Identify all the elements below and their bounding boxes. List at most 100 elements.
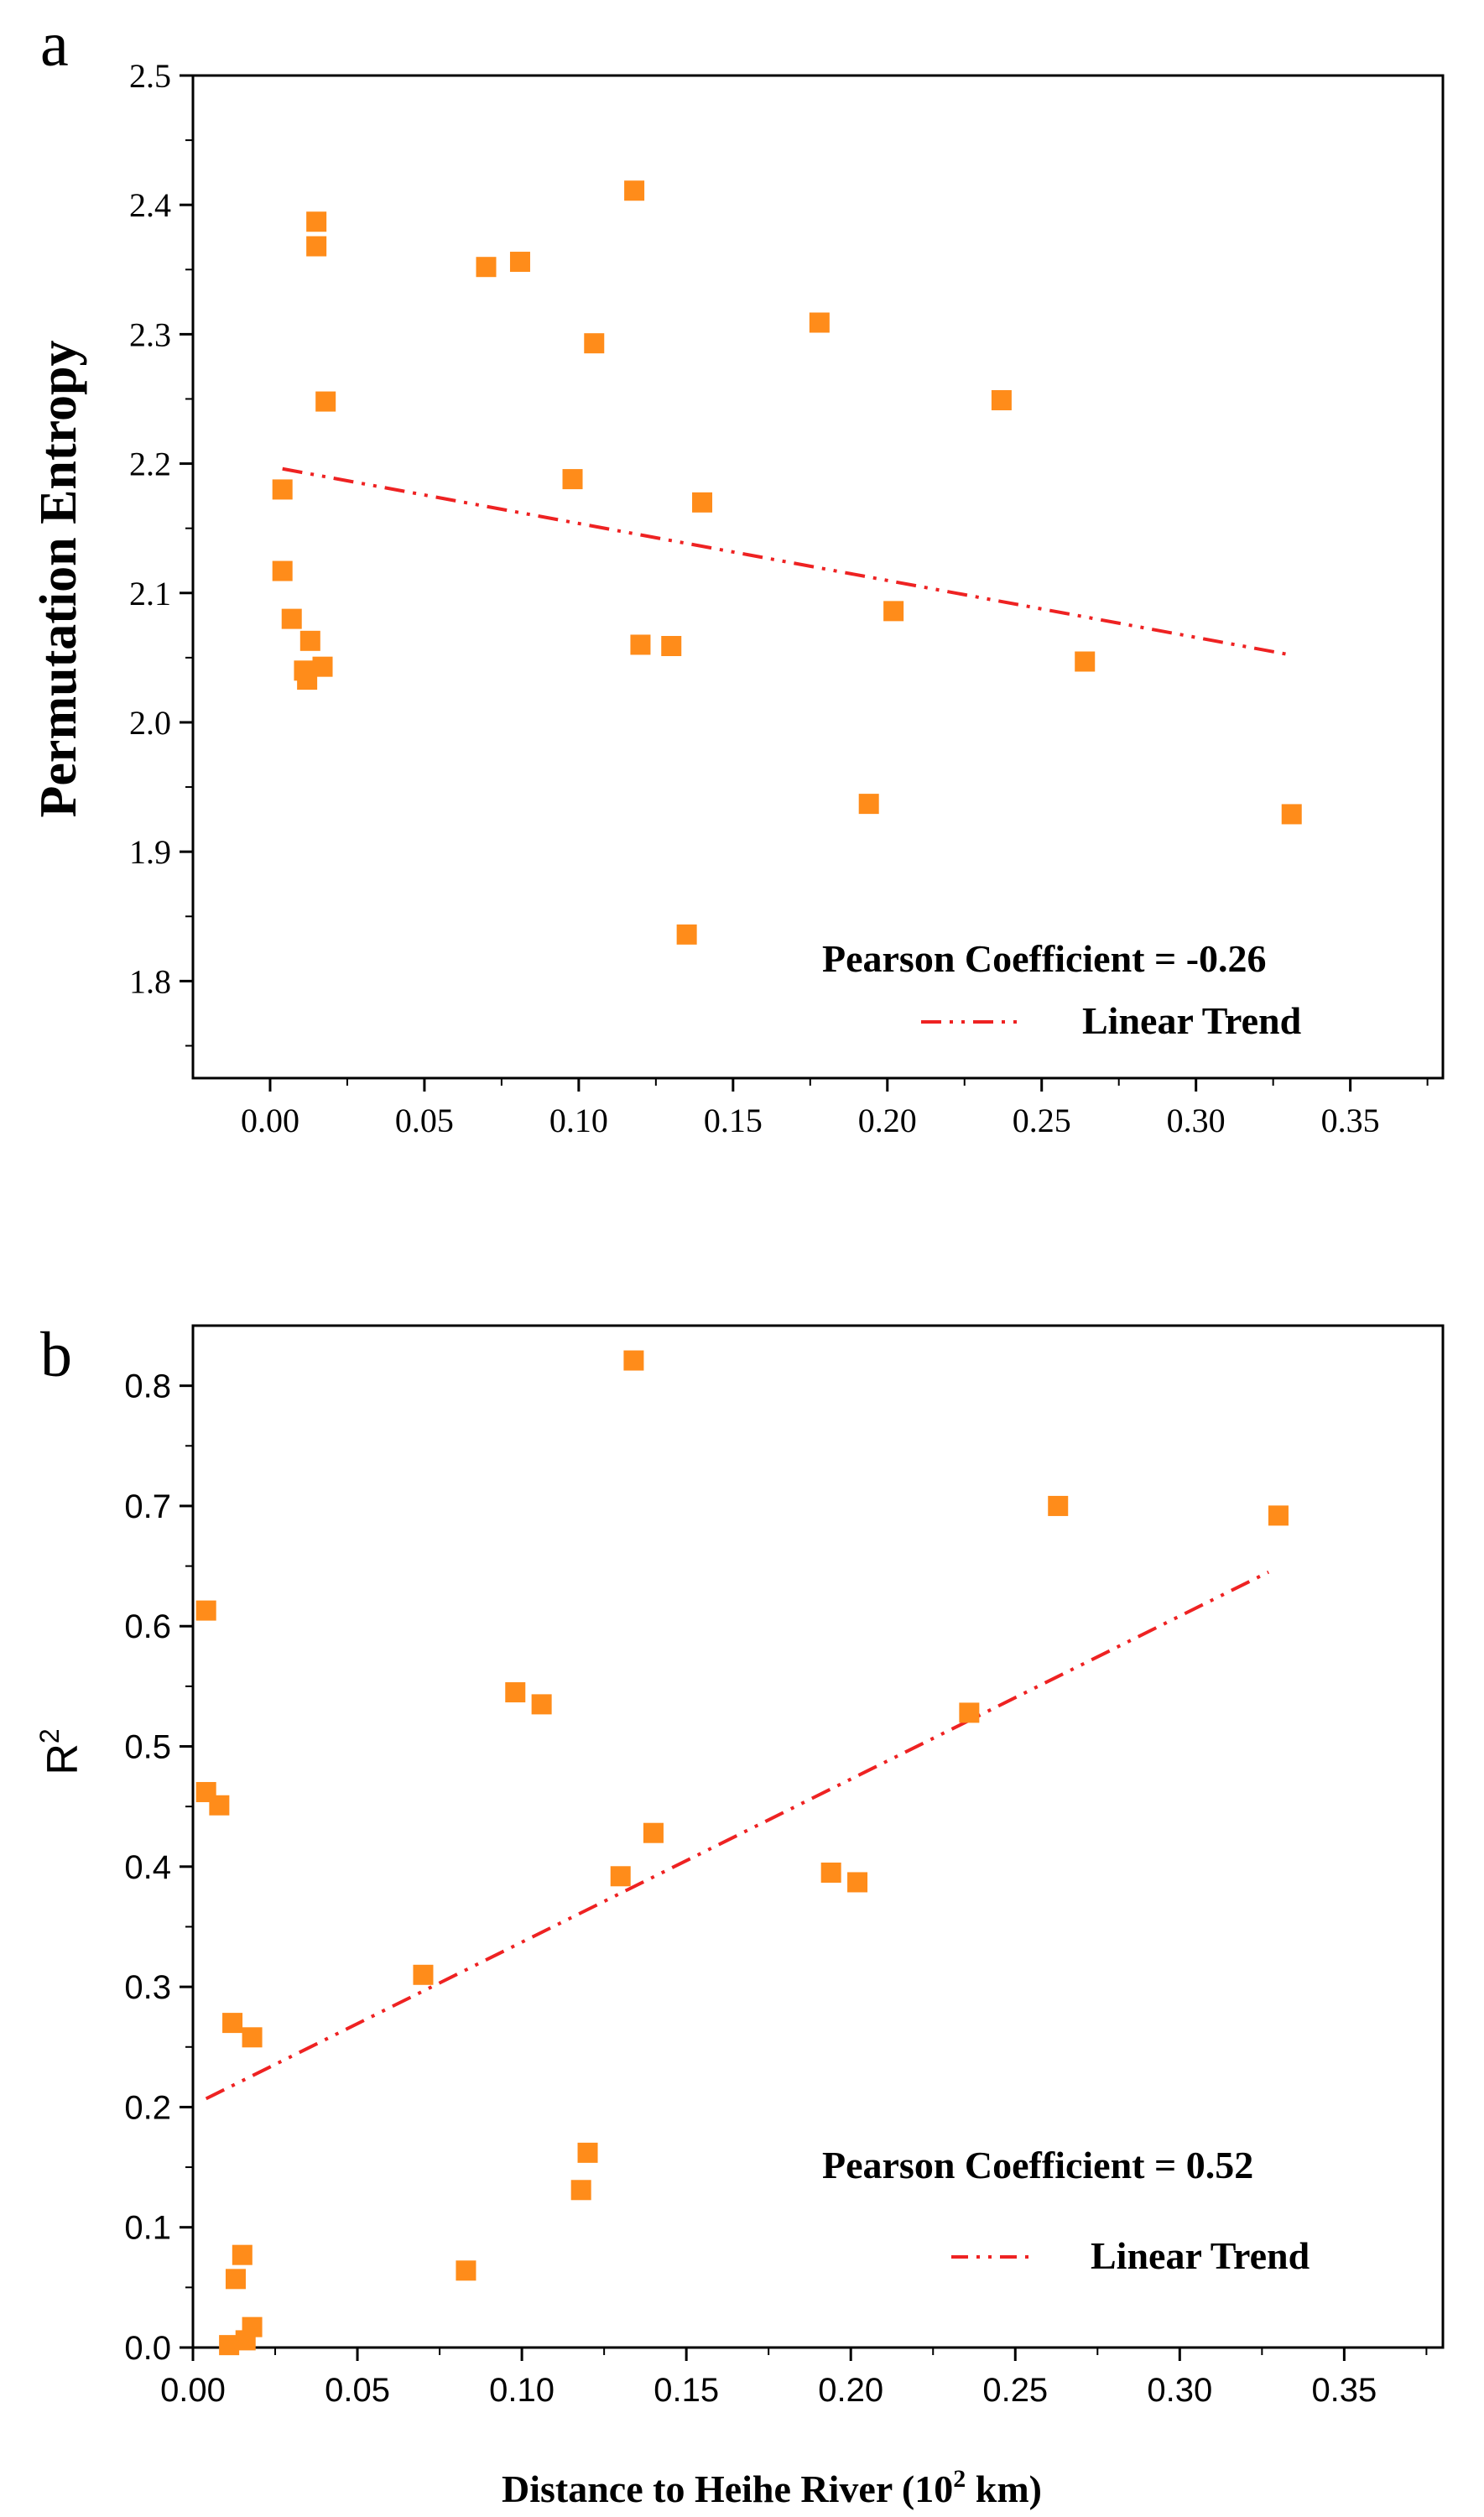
x-tick-label-b: 0.05 <box>325 2372 390 2409</box>
x-tick-label-b: 0.00 <box>160 2372 226 2409</box>
legend-label-a: Linear Trend <box>1082 999 1302 1042</box>
data-point-a <box>584 333 605 354</box>
x-tick-label-a: 0.00 <box>241 1102 299 1139</box>
data-point-b <box>820 1862 841 1883</box>
data-point-b <box>570 2180 591 2201</box>
data-point-b <box>1048 1495 1069 1516</box>
data-point-a <box>299 630 320 651</box>
y-tick-label-a: 2.3 <box>129 315 171 353</box>
panel-label-b: b <box>40 1320 72 1390</box>
data-point-a <box>306 211 327 232</box>
data-point-b <box>643 1822 664 1843</box>
data-point-a <box>562 469 583 490</box>
x-tick-label-a: 0.35 <box>1321 1102 1380 1139</box>
x-axis-label-b: Distance to Heihe River (102 km) <box>502 2465 1042 2510</box>
x-tick-label-a: 0.15 <box>704 1102 763 1139</box>
x-ticks-a: 0.00 0.05 0.10 0.15 0.20 0.25 0.30 0.35 <box>241 1078 1429 1139</box>
x-tick-label-b: 0.15 <box>653 2372 719 2409</box>
data-point-a <box>991 390 1012 411</box>
data-point-a <box>315 391 336 412</box>
data-point-a <box>312 656 333 677</box>
y-ticks-b: 0.0 0.1 0.2 0.3 0.4 0.5 0.6 0.7 0.8 <box>124 1368 193 2367</box>
data-point-b <box>413 1964 434 1985</box>
y-axis-label-b-sup: 2 <box>34 1728 65 1743</box>
data-point-a <box>692 492 713 513</box>
y-tick-label-a: 1.9 <box>129 833 171 871</box>
x-tick-label-a: 0.20 <box>858 1102 917 1139</box>
x-tick-label-a: 0.30 <box>1167 1102 1226 1139</box>
y-tick-label-a: 2.1 <box>129 575 171 612</box>
data-point-b <box>195 1600 216 1621</box>
y-tick-label-b: 0.2 <box>124 2089 171 2126</box>
y-tick-label-a: 2.5 <box>129 57 171 95</box>
data-point-b <box>959 1702 980 1723</box>
x-tick-label-b: 0.25 <box>982 2372 1048 2409</box>
data-point-a <box>1281 804 1302 825</box>
y-tick-label-b: 0.8 <box>124 1368 171 1405</box>
x-tick-label-a: 0.25 <box>1013 1102 1071 1139</box>
data-point-a <box>1075 651 1096 672</box>
data-point-b <box>847 1872 868 1893</box>
y-tick-label-b: 0.3 <box>124 1969 171 2006</box>
data-point-b <box>209 1795 230 1816</box>
data-point-b <box>225 2269 246 2290</box>
legend-label-b: Linear Trend <box>1091 2234 1310 2277</box>
plot-frame-a <box>191 74 1445 1080</box>
y-tick-label-b: 0.4 <box>124 1849 171 1886</box>
data-point-a <box>630 634 651 655</box>
data-point-a <box>624 180 645 201</box>
data-point-b <box>610 1866 631 1887</box>
data-points-a <box>272 180 1302 945</box>
data-point-b <box>242 2027 263 2048</box>
y-axis-label-b: R2 <box>34 1728 87 1774</box>
y-tick-label-b: 0.0 <box>124 2330 171 2367</box>
data-point-a <box>272 560 293 581</box>
y-tick-label-a: 2.0 <box>129 704 171 742</box>
x-axis-label-b-prefix: Distance to Heihe River (10 <box>502 2467 953 2510</box>
x-tick-label-b: 0.30 <box>1147 2372 1212 2409</box>
data-point-b <box>242 2316 263 2337</box>
data-point-a <box>306 236 327 257</box>
data-point-b <box>505 1682 526 1703</box>
data-point-a <box>809 312 830 333</box>
y-tick-label-b: 0.5 <box>124 1729 171 1766</box>
trend-line-b <box>205 1570 1270 2101</box>
data-point-a <box>281 608 302 629</box>
data-point-a <box>476 257 497 278</box>
data-point-b <box>577 2142 598 2163</box>
data-point-a <box>858 794 879 815</box>
panel-b: b 0.00.10.20.30.40.50.60.70.8 0.00 0.05 0.… <box>34 1320 1445 2510</box>
data-point-b <box>456 2260 476 2281</box>
trend-line-a <box>282 466 1293 657</box>
data-point-a <box>272 479 293 500</box>
y-tick-label-b: 0.1 <box>124 2210 171 2247</box>
data-point-b <box>531 1694 552 1715</box>
y-tick-label-a: 2.4 <box>129 186 171 224</box>
pearson-annotation-a: Pearson Coefficient = -0.26 <box>822 937 1267 980</box>
data-point-b <box>232 2244 253 2265</box>
x-tick-label-a: 0.05 <box>395 1102 454 1139</box>
x-axis-label-b-sup: 2 <box>953 2465 966 2493</box>
x-ticks-b: 0.00 0.05 0.10 0.15 0.20 0.25 0.30 0.35 <box>160 2348 1428 2409</box>
y-tick-label-b: 0.6 <box>124 1608 171 1645</box>
data-point-a <box>661 635 682 656</box>
data-point-a <box>676 924 697 945</box>
y-axis-label-b-base: R <box>39 1743 87 1775</box>
data-point-b <box>623 1350 644 1371</box>
data-point-b <box>1268 1505 1289 1526</box>
pearson-annotation-b: Pearson Coefficient = 0.52 <box>822 2144 1253 2186</box>
x-tick-label-b: 0.10 <box>489 2372 555 2409</box>
data-point-a <box>509 252 530 273</box>
panel-a: a 1.81.92.02.12.22.32.42.5 0.00 0.05 0.10 0… <box>30 9 1445 1139</box>
data-points-b <box>195 1350 1289 2356</box>
data-point-b <box>222 2013 243 2034</box>
y-ticks-a: 1.8 1.9 2.0 2.1 2.2 2.3 2.4 2.5 <box>129 57 193 1047</box>
x-tick-label-b: 0.20 <box>818 2372 883 2409</box>
y-axis-label-a: Permutation Entropy <box>30 341 87 818</box>
y-tick-label-a: 1.8 <box>129 962 171 1000</box>
x-tick-label-b: 0.35 <box>1311 2372 1377 2409</box>
x-axis-label-b-suffix: km) <box>966 2467 1042 2510</box>
data-point-a <box>883 601 904 622</box>
y-tick-label-b: 0.7 <box>124 1488 171 1525</box>
